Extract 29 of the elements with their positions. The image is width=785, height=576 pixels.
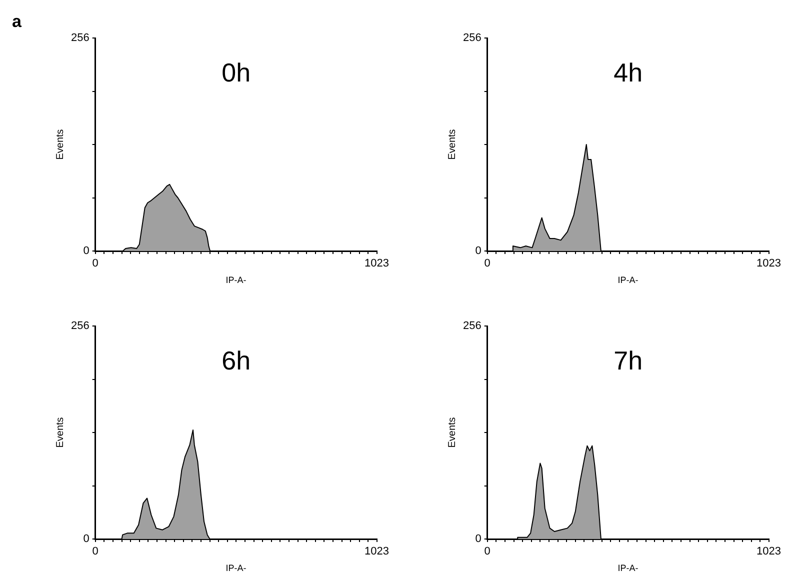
y-axis-title: Events <box>54 417 66 448</box>
text: 7h <box>614 345 643 376</box>
y-tick-label: 256 <box>462 320 482 332</box>
text: a <box>12 12 22 32</box>
x-axis-title: IP-A- <box>226 275 246 286</box>
text: 0h <box>222 57 251 88</box>
x-tick-label: 1023 <box>364 258 390 270</box>
y-tick-label: 256 <box>70 320 90 332</box>
y-tick-label: 0 <box>475 533 482 546</box>
y-axis-title: Events <box>446 417 458 448</box>
text: 6h <box>222 345 251 376</box>
x-tick-label: 0 <box>92 546 98 558</box>
x-tick-label: 0 <box>484 258 490 270</box>
y-axis-title: Events <box>54 129 66 160</box>
y-tick-label: 256 <box>70 32 90 44</box>
x-axis-title: IP-A- <box>226 563 246 574</box>
y-tick-label: 256 <box>462 32 482 44</box>
x-tick-label: 0 <box>484 546 490 558</box>
x-tick-label: 1023 <box>364 546 390 558</box>
x-tick-label: 0 <box>92 258 98 270</box>
y-tick-label: 0 <box>83 533 90 546</box>
y-tick-label: 0 <box>475 245 482 258</box>
text: 4h <box>614 57 643 88</box>
y-tick-label: 0 <box>83 245 90 258</box>
x-axis-title: IP-A- <box>618 275 638 286</box>
x-tick-label: 1023 <box>756 546 782 558</box>
y-axis-title: Events <box>446 129 458 160</box>
x-axis-title: IP-A- <box>618 563 638 574</box>
x-tick-label: 1023 <box>756 258 782 270</box>
